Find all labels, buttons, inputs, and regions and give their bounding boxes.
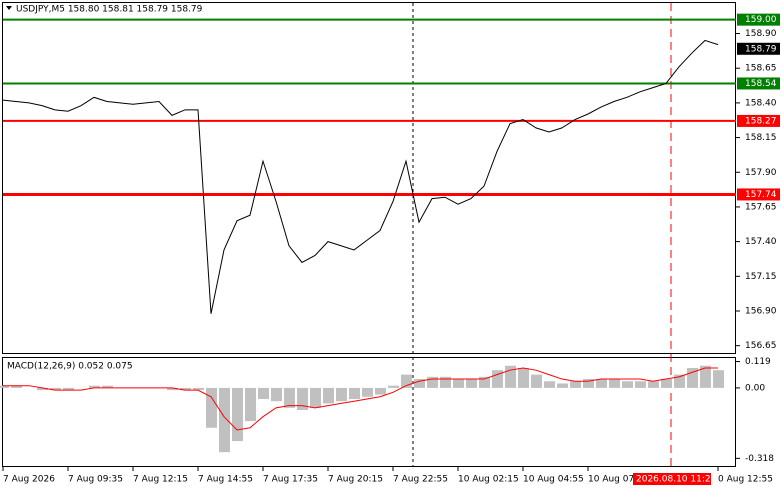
y-tick-label: 156.90 bbox=[745, 306, 777, 316]
histogram-bar bbox=[687, 367, 698, 388]
histogram-bar bbox=[674, 374, 685, 388]
histogram-bar bbox=[622, 381, 633, 388]
histogram-bar bbox=[284, 387, 295, 408]
histogram-bar bbox=[505, 365, 516, 388]
x-tick-label: 7 Aug 14:55 bbox=[198, 475, 253, 485]
y-tick-label: 157.65 bbox=[745, 202, 777, 212]
level-tag-label: 158.54 bbox=[745, 79, 777, 89]
histogram-bar bbox=[401, 374, 412, 388]
histogram-bar bbox=[440, 376, 451, 388]
y-tick-label: -0.318 bbox=[745, 454, 774, 464]
histogram-bar bbox=[492, 370, 503, 388]
y-tick-label: 0.119 bbox=[745, 357, 771, 367]
level-tag-label: 157.74 bbox=[745, 190, 777, 200]
level-tag bbox=[737, 13, 780, 26]
x-tick-label: 7 Aug 2026 bbox=[3, 475, 55, 485]
histogram-bar bbox=[63, 387, 74, 391]
series-line bbox=[3, 367, 718, 431]
histogram-bar bbox=[544, 381, 555, 388]
histogram-bar bbox=[375, 387, 386, 395]
y-tick-label: 158.40 bbox=[745, 98, 777, 108]
histogram-bar bbox=[193, 387, 204, 391]
histogram-bar bbox=[89, 385, 100, 388]
histogram-bar bbox=[596, 379, 607, 388]
histogram-bar bbox=[388, 385, 399, 388]
histogram-bar bbox=[518, 367, 529, 388]
level-tag-label: 158.27 bbox=[745, 116, 777, 126]
histogram-bar bbox=[700, 365, 711, 388]
histogram-bar bbox=[219, 387, 230, 453]
price-panel-frame bbox=[2, 2, 736, 354]
histogram-bar bbox=[648, 381, 659, 388]
level-tag bbox=[737, 77, 780, 90]
y-tick-label: 0.00 bbox=[745, 383, 765, 393]
cursor-label: 2026.08.10 11:25 bbox=[636, 475, 716, 485]
y-tick-label: 157.15 bbox=[745, 272, 777, 282]
histogram-bar bbox=[466, 379, 477, 388]
macd-panel-frame bbox=[2, 357, 736, 467]
last-price-tag bbox=[737, 42, 780, 55]
histogram-bar bbox=[323, 387, 334, 404]
histogram-bar bbox=[583, 379, 594, 388]
y-tick-label: 158.65 bbox=[745, 64, 777, 74]
histogram-bar bbox=[271, 387, 282, 402]
histogram-bar bbox=[232, 387, 243, 442]
histogram-bar bbox=[336, 387, 347, 402]
histogram-bar bbox=[180, 387, 191, 391]
histogram-bar bbox=[37, 387, 48, 391]
histogram-bar bbox=[245, 387, 256, 422]
level-tag bbox=[737, 114, 780, 127]
collapse-arrow[interactable] bbox=[6, 6, 12, 10]
last-price-label: 158.79 bbox=[745, 44, 777, 54]
histogram-bar bbox=[557, 383, 568, 388]
histogram-bar bbox=[414, 379, 425, 388]
histogram-bar bbox=[479, 376, 490, 388]
histogram-bar bbox=[167, 387, 178, 391]
x-tick-label: 7 Aug 22:55 bbox=[393, 475, 448, 485]
histogram-bar bbox=[661, 379, 672, 388]
histogram-bar bbox=[362, 387, 373, 397]
level-tag-label: 159.00 bbox=[745, 15, 777, 25]
x-tick-label: 7 Aug 09:35 bbox=[68, 475, 123, 485]
series-line bbox=[2, 39, 719, 314]
histogram-bar bbox=[531, 374, 542, 388]
histogram-bar bbox=[635, 381, 646, 388]
x-tick-label: 10 Aug 02:15 bbox=[458, 475, 519, 485]
y-tick-label: 158.15 bbox=[745, 133, 777, 143]
histogram-bar bbox=[206, 387, 217, 428]
histogram-bar bbox=[0, 385, 9, 388]
histogram-bar bbox=[713, 370, 724, 388]
symbol-title: USDJPY,M5 158.80 158.81 158.79 158.79 bbox=[16, 5, 203, 15]
histogram-bar bbox=[609, 379, 620, 388]
x-tick-label: 7 Aug 12:15 bbox=[133, 475, 188, 485]
x-tick-label: 7 Aug 17:35 bbox=[263, 475, 318, 485]
cursor-tag bbox=[633, 473, 711, 485]
histogram-bar bbox=[453, 379, 464, 388]
y-tick-label: 158.90 bbox=[745, 29, 777, 39]
histogram-bar bbox=[349, 387, 360, 399]
histogram-bar bbox=[570, 381, 581, 388]
histogram-bar bbox=[297, 387, 308, 411]
level-tag bbox=[737, 188, 780, 201]
histogram-bar bbox=[50, 387, 61, 391]
x-tick-label: 10 Aug 07:3 bbox=[588, 475, 643, 485]
x-tick-label: 0 Aug 12:55 bbox=[718, 475, 773, 485]
macd-title: MACD(12,26,9) 0.052 0.075 bbox=[7, 362, 133, 372]
histogram-bar bbox=[310, 387, 321, 408]
x-tick-label: 7 Aug 20:15 bbox=[328, 475, 383, 485]
histogram-bar bbox=[427, 376, 438, 388]
histogram-bar bbox=[258, 387, 269, 399]
x-tick-label: 10 Aug 04:55 bbox=[523, 475, 584, 485]
histogram-bar bbox=[11, 385, 22, 388]
y-tick-label: 157.90 bbox=[745, 168, 777, 178]
y-tick-label: 156.65 bbox=[745, 341, 777, 351]
y-tick-label: 157.40 bbox=[745, 237, 777, 247]
histogram-bar bbox=[102, 385, 113, 388]
